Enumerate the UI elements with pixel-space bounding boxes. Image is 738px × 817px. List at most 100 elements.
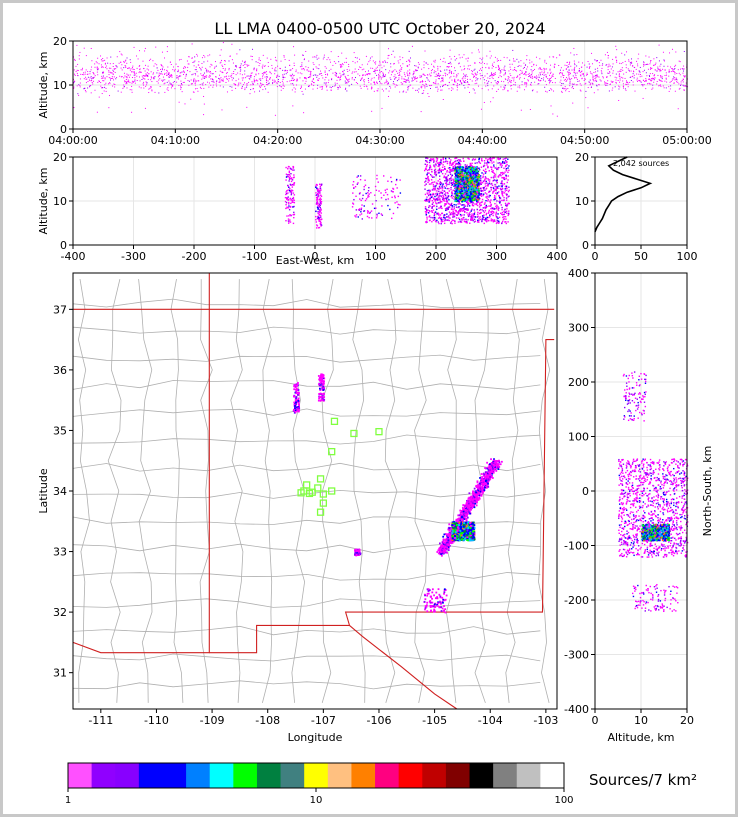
source-point — [550, 80, 552, 82]
source-point — [465, 209, 468, 211]
source-point — [599, 79, 601, 81]
source-point — [437, 212, 439, 214]
source-point — [170, 63, 172, 65]
source-point — [464, 166, 467, 169]
source-point — [317, 193, 319, 196]
source-point — [196, 53, 198, 55]
source-point — [277, 74, 279, 76]
source-point — [435, 157, 438, 159]
source-point — [530, 84, 532, 86]
source-point — [440, 222, 442, 225]
source-point — [504, 158, 506, 160]
source-point — [321, 183, 323, 185]
source-point — [592, 79, 594, 81]
source-point — [531, 70, 533, 72]
source-point — [501, 199, 503, 202]
source-point — [320, 72, 322, 74]
source-point — [551, 89, 553, 91]
source-point — [463, 200, 466, 203]
source-point — [568, 74, 570, 76]
source-point — [505, 204, 507, 207]
source-point — [262, 64, 264, 66]
source-point — [317, 203, 319, 205]
source-point — [456, 180, 458, 182]
source-point — [459, 57, 461, 59]
source-point — [620, 70, 622, 72]
source-point — [285, 207, 287, 210]
source-point — [315, 196, 318, 199]
source-point — [423, 67, 425, 69]
source-point — [460, 166, 463, 169]
source-point — [493, 85, 495, 87]
source-point — [231, 89, 233, 91]
source-point — [454, 188, 457, 190]
source-point — [466, 212, 468, 214]
source-point — [143, 67, 145, 69]
source-point — [322, 58, 324, 60]
source-point — [650, 68, 652, 70]
source-point — [291, 77, 293, 79]
source-point — [683, 85, 685, 87]
source-point — [478, 161, 481, 164]
source-point — [167, 72, 169, 74]
source-point — [482, 207, 484, 209]
source-point — [400, 68, 402, 70]
source-point — [527, 79, 529, 81]
source-point — [466, 195, 468, 198]
source-point — [581, 71, 583, 73]
source-point — [244, 67, 246, 69]
source-point — [665, 72, 667, 74]
source-point — [505, 218, 507, 220]
source-point — [315, 199, 318, 201]
source-point — [281, 86, 283, 88]
source-point — [429, 194, 432, 197]
source-point — [683, 75, 685, 77]
source-point — [342, 74, 344, 76]
source-point — [428, 215, 431, 217]
source-point — [491, 207, 493, 209]
source-point — [292, 196, 295, 199]
source-point — [591, 73, 593, 75]
source-point — [83, 78, 85, 80]
source-point — [414, 65, 416, 67]
source-point — [318, 203, 321, 206]
source-point — [244, 70, 246, 72]
source-point — [161, 65, 163, 67]
source-point — [316, 227, 318, 229]
source-point — [126, 73, 128, 75]
source-point — [291, 183, 294, 186]
source-point — [497, 217, 499, 220]
source-point — [408, 64, 410, 66]
source-point — [126, 76, 128, 78]
source-point — [252, 88, 254, 90]
source-point — [468, 205, 471, 207]
source-point — [272, 83, 274, 85]
source-point — [315, 74, 317, 76]
source-point — [504, 202, 507, 205]
source-point — [493, 173, 496, 175]
source-point — [349, 69, 351, 71]
source-point — [317, 79, 319, 81]
source-point — [431, 170, 433, 173]
source-point — [428, 216, 430, 218]
source-point — [433, 217, 436, 219]
source-point — [471, 165, 473, 167]
source-point — [559, 54, 561, 56]
source-point — [463, 204, 466, 206]
source-point — [461, 82, 463, 84]
source-point — [228, 60, 230, 62]
source-point — [401, 76, 403, 78]
source-point — [446, 162, 449, 165]
source-point — [463, 160, 465, 162]
source-point — [622, 85, 624, 87]
source-point — [437, 187, 439, 190]
source-point — [377, 181, 379, 183]
source-point — [471, 70, 473, 72]
source-point — [514, 60, 516, 62]
source-point — [331, 78, 333, 80]
source-point — [508, 169, 510, 172]
source-point — [434, 195, 436, 198]
source-point — [375, 61, 377, 63]
source-point — [433, 72, 435, 74]
source-point — [430, 87, 432, 89]
